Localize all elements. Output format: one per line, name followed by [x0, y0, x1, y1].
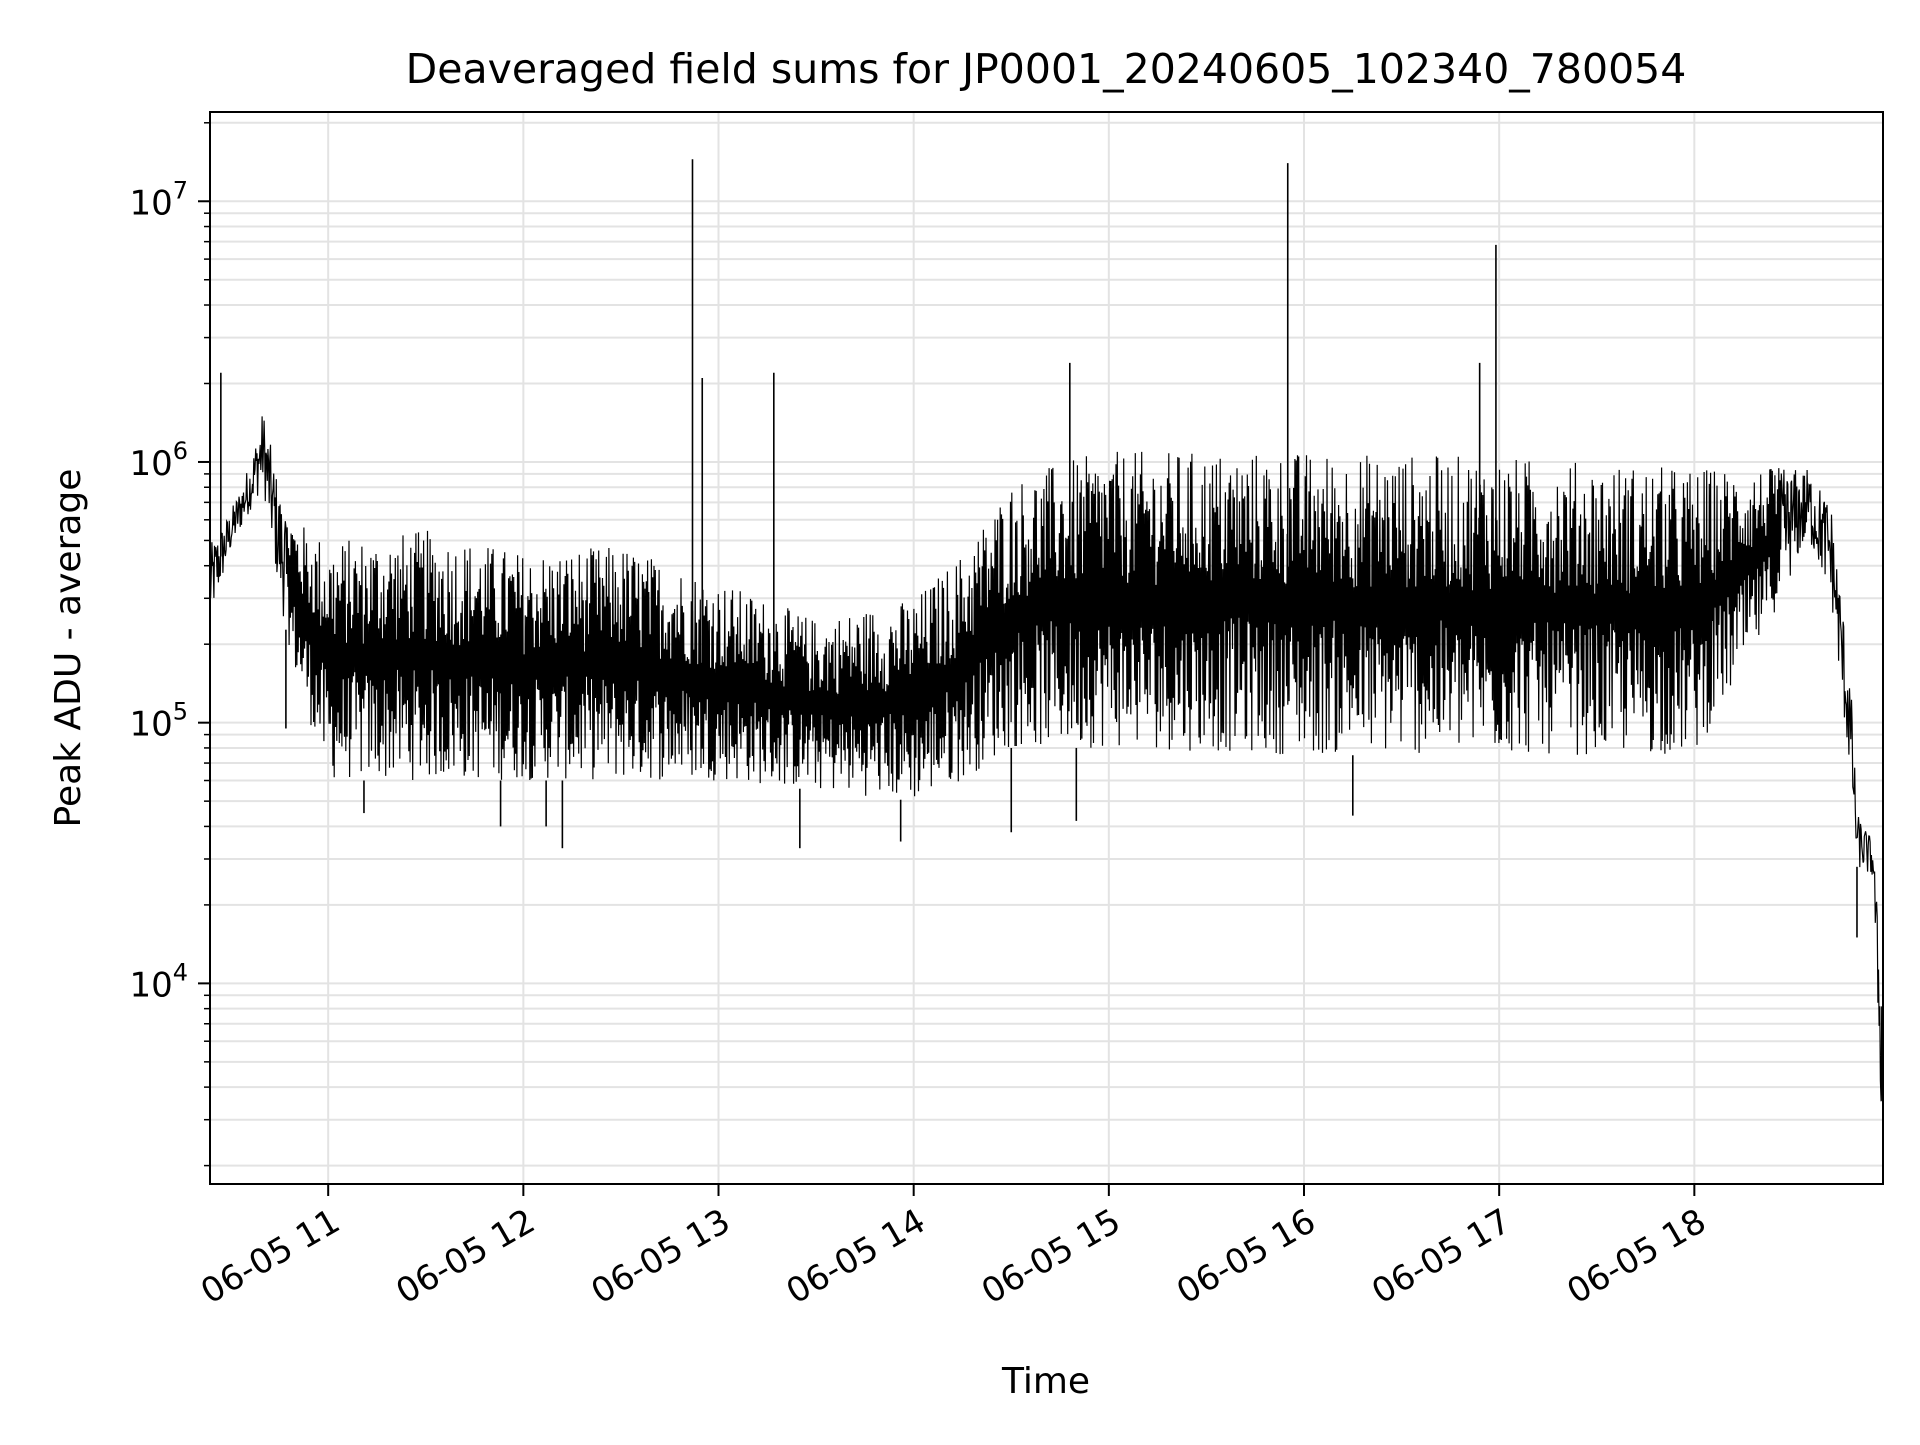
y-tick-label: 105 — [129, 698, 188, 745]
y-tick-label: 104 — [129, 958, 188, 1005]
grid — [210, 112, 1883, 1184]
y-axis-label: Peak ADU - average — [48, 469, 89, 828]
x-axis-label: Time — [1001, 1361, 1090, 1402]
y-tick-label: 106 — [129, 437, 188, 484]
data-layer — [210, 159, 1883, 1102]
plot-frame — [209, 111, 1884, 1185]
y-tick-label: 107 — [129, 176, 188, 223]
series-line — [210, 416, 1883, 1102]
chart-title: Deaveraged field sums for JP0001_2024060… — [406, 45, 1687, 93]
